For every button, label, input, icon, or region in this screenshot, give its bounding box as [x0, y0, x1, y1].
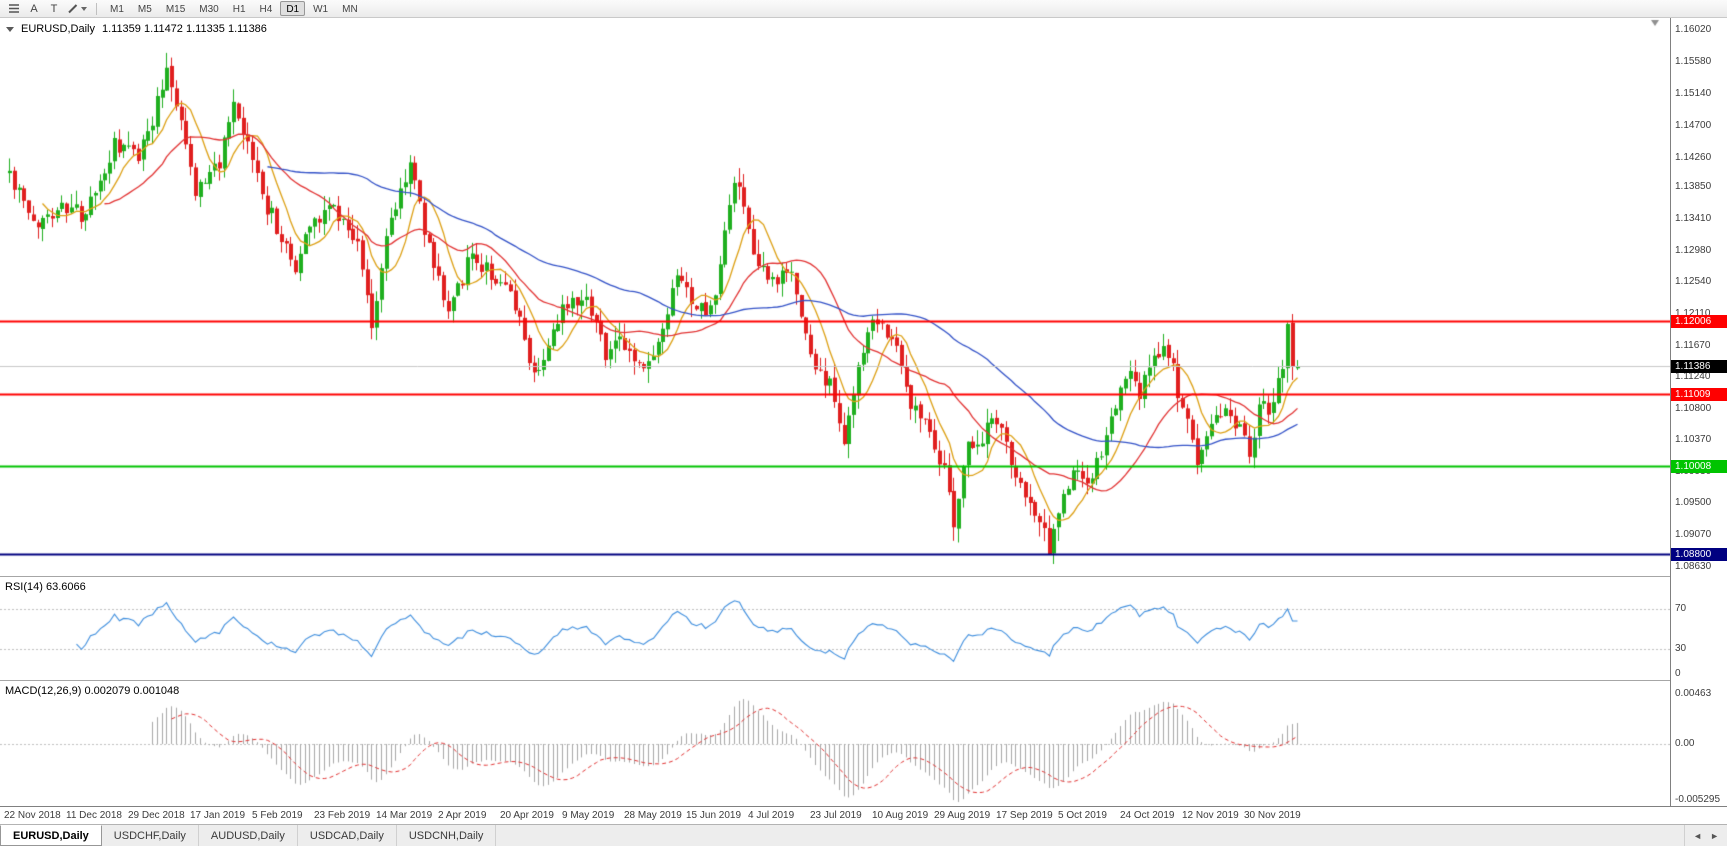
- time-axis-label: 9 May 2019: [562, 810, 615, 821]
- panel-separator-macd[interactable]: [0, 680, 1727, 681]
- price-axis-label: 1.12540: [1675, 276, 1712, 288]
- time-axis-label: 17 Jan 2019: [190, 810, 246, 821]
- rsi-axis-label: 70: [1675, 602, 1687, 614]
- price-scale[interactable]: 1.16020 1.15580 1.15140 1.14700 1.14260 1.138…: [1670, 18, 1727, 824]
- price-axis-label: 1.10800: [1675, 402, 1712, 414]
- hline-price-badge: 1.12006: [1671, 315, 1727, 329]
- hline-price-badge: 1.10008: [1671, 460, 1727, 474]
- chart-tab-audusd-daily[interactable]: AUDUSD,Daily: [199, 825, 298, 846]
- tab-scroll-left-button[interactable]: ◄: [1693, 830, 1703, 841]
- price-axis-label: 1.15140: [1675, 87, 1712, 99]
- chart-tabs: EURUSD,Daily USDCHF,Daily AUDUSD,Daily USDC…: [0, 825, 497, 846]
- price-axis-label: 1.11670: [1675, 339, 1711, 351]
- time-axis-label: 5 Feb 2019: [252, 810, 303, 821]
- timeframe-h1-button[interactable]: H1: [232, 4, 246, 15]
- time-axis-label: 20 Apr 2019: [500, 810, 554, 821]
- hline-price-badge: 1.08800: [1671, 548, 1727, 562]
- price-axis-label: 1.14260: [1675, 151, 1712, 163]
- time-axis-label: 29 Dec 2018: [128, 810, 185, 821]
- time-axis-label: 17 Sep 2019: [996, 810, 1053, 821]
- time-axis-label: 15 Jun 2019: [686, 810, 742, 821]
- indicators-icon[interactable]: [4, 1, 24, 17]
- time-axis-label: 11 Dec 2018: [66, 810, 122, 821]
- timeframe-toolbar: M1 M5 M15 M30 H1 H4 D1 W1 MN: [103, 1, 365, 16]
- rsi-indicator-label: RSI(14) 63.6066: [5, 581, 86, 593]
- price-axis-label: 1.16020: [1675, 23, 1712, 35]
- tab-scroll-right-button[interactable]: ►: [1710, 830, 1719, 841]
- timeframe-m30-button[interactable]: M30: [199, 4, 219, 15]
- chart-title: EURUSD,Daily 1.11359 1.11472 1.11335 1.1…: [6, 23, 267, 35]
- price-axis-label: 1.12110: [1675, 307, 1711, 319]
- hline-price-badge: 1.11009: [1671, 387, 1727, 401]
- macd-indicator-label: MACD(12,26,9) 0.002079 0.001048: [5, 685, 180, 697]
- time-scale[interactable]: 22 Nov 2018 11 Dec 2018 29 Dec 2018 17 Jan …: [0, 806, 1727, 824]
- price-axis-label: 1.11240: [1675, 370, 1711, 382]
- cursor-tool-icon[interactable]: A: [30, 2, 38, 15]
- chart-window: EURUSD,Daily 1.11359 1.11472 1.11335 1.1…: [0, 18, 1727, 846]
- time-axis-label: 22 Nov 2018: [4, 810, 61, 821]
- tab-scroll-buttons: ◄ ►: [1684, 825, 1727, 846]
- chart-ohlc-values: 1.11359 1.11472 1.11335 1.11386: [101, 23, 267, 35]
- toolbar-separator: [96, 2, 97, 15]
- time-axis-label: 2 Apr 2019: [438, 810, 487, 821]
- rsi-axis-label: 0: [1675, 668, 1681, 679]
- price-axis-label: 1.13850: [1675, 181, 1712, 193]
- price-axis-label: 1.09070: [1675, 528, 1712, 540]
- chart-tab-eurusd-daily[interactable]: EURUSD,Daily: [0, 825, 102, 846]
- drawing-tool-icon[interactable]: [64, 1, 90, 17]
- current-price-badge: 1.11386: [1671, 360, 1727, 374]
- price-chart-canvas[interactable]: [0, 18, 1670, 806]
- timeframe-h4-button[interactable]: H4: [259, 4, 273, 15]
- time-axis-label: 12 Nov 2019: [1182, 810, 1239, 821]
- chart-tab-usdcad-daily[interactable]: USDCAD,Daily: [298, 825, 397, 846]
- time-axis-label: 23 Jul 2019: [810, 810, 862, 821]
- time-axis-label: 28 May 2019: [624, 810, 682, 821]
- chart-symbol-label: EURUSD,Daily: [21, 23, 95, 35]
- text-tool-icon[interactable]: T: [50, 2, 58, 15]
- chart-tab-usdchf-daily[interactable]: USDCHF,Daily: [102, 825, 199, 846]
- one-click-trading-arrow-icon[interactable]: [6, 26, 14, 32]
- timeframe-w1-button[interactable]: W1: [313, 4, 329, 15]
- time-axis-label: 14 Mar 2019: [376, 810, 433, 821]
- timeframe-mn-button[interactable]: MN: [342, 4, 358, 15]
- price-axis-label: 1.10370: [1675, 434, 1712, 446]
- dropdown-caret-icon: [81, 6, 87, 11]
- price-axis-label: 1.09500: [1675, 497, 1712, 509]
- chart-tab-bar: EURUSD,Daily USDCHF,Daily AUDUSD,Daily USDC…: [0, 824, 1727, 846]
- rsi-axis-label: 30: [1675, 643, 1687, 655]
- price-axis-label: 1.08630: [1675, 560, 1712, 572]
- time-axis-label: 24 Oct 2019: [1120, 810, 1175, 821]
- time-axis-label: 29 Aug 2019: [934, 810, 991, 821]
- time-axis-label: 10 Aug 2019: [872, 810, 929, 821]
- timeframe-m1-button[interactable]: M1: [110, 4, 124, 15]
- price-axis-label: 1.12980: [1675, 244, 1712, 256]
- time-axis-label: 5 Oct 2019: [1058, 810, 1107, 821]
- timeframe-d1-button[interactable]: D1: [280, 1, 306, 16]
- macd-axis-label: 0.00: [1675, 738, 1695, 749]
- price-axis-label: 1.15580: [1675, 55, 1712, 67]
- timeframe-m5-button[interactable]: M5: [137, 4, 152, 15]
- price-axis-label: 1.13410: [1675, 213, 1712, 225]
- chart-tab-usdcnh-daily[interactable]: USDCNH,Daily: [397, 825, 497, 846]
- panel-separator-rsi[interactable]: [0, 576, 1727, 577]
- macd-axis-label: 0.00463: [1675, 687, 1712, 699]
- time-axis-label: 30 Nov 2019: [1244, 810, 1301, 821]
- price-axis-label: 1.14700: [1675, 119, 1712, 131]
- macd-axis-label: -0.005295: [1675, 794, 1721, 805]
- timeframe-m15-button[interactable]: M15: [165, 4, 186, 15]
- time-axis-label: 4 Jul 2019: [748, 810, 795, 821]
- time-axis-label: 23 Feb 2019: [314, 810, 371, 821]
